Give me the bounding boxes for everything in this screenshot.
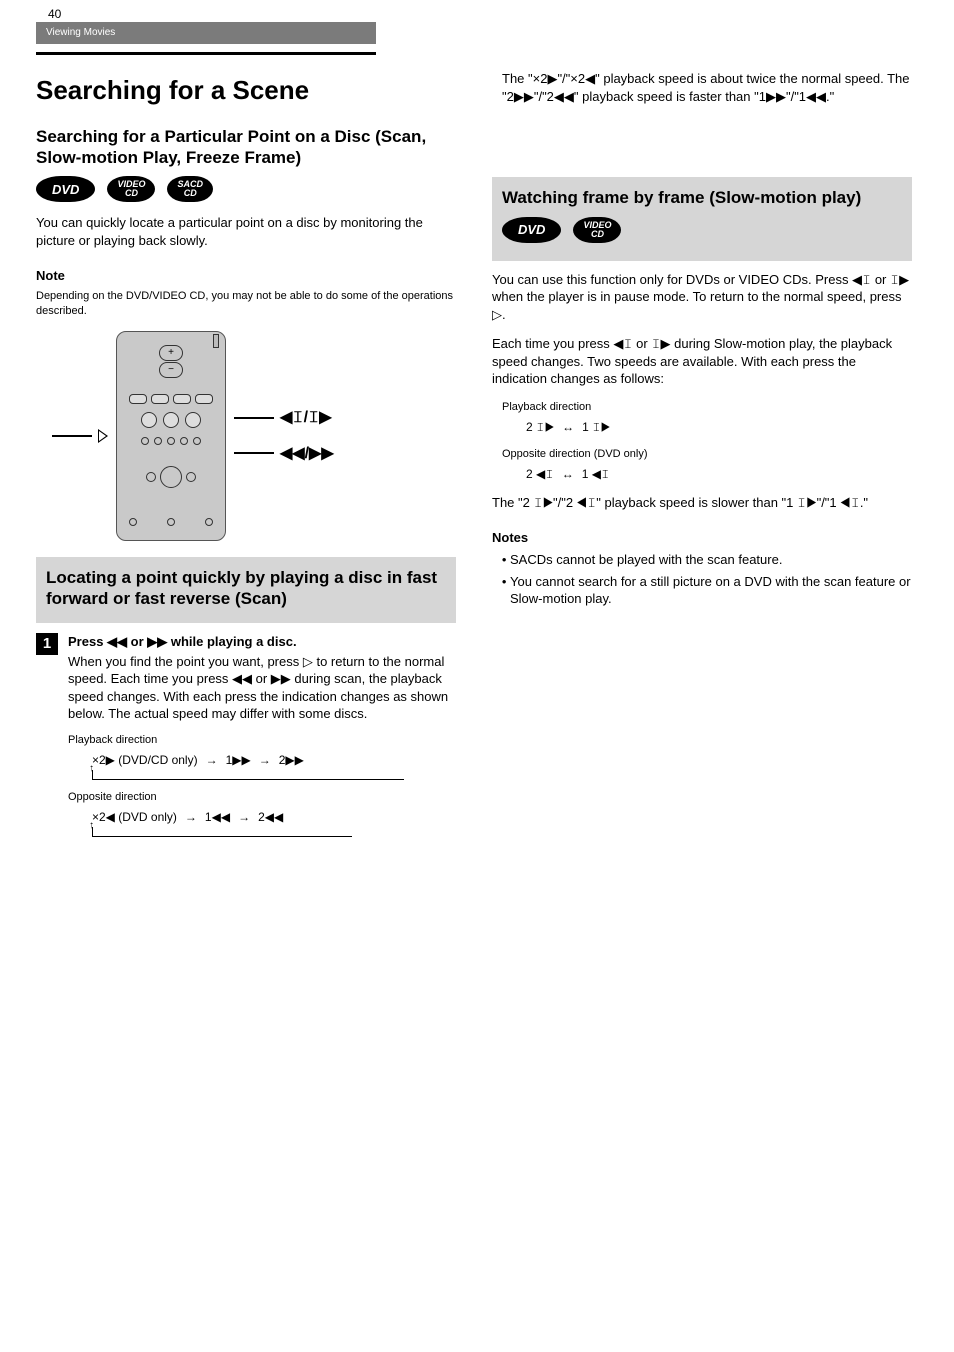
slow-rev-chain: 2 ◀𝙸 ↔ 1 ◀𝙸 <box>526 466 912 482</box>
rev-dir-label: Opposite direction <box>68 790 456 805</box>
scan-section: Locating a point quickly by playing a di… <box>36 557 456 624</box>
left-column: Viewing Movies Searching for a Scene Sea… <box>36 22 456 847</box>
subtitle: Searching for a Particular Point on a Di… <box>36 126 456 169</box>
intro-text: You can quickly locate a particular poin… <box>36 214 456 249</box>
chain-item: 2 ◀𝙸 <box>526 466 554 482</box>
chain-item: 1◀◀ <box>205 809 230 825</box>
disc-badges: DVD VIDEOCD SACDCD <box>36 176 456 202</box>
remote-figure: +− ◀𝙸/𝙸▶ ◀◀/▶▶ <box>52 331 456 541</box>
chain-item: 1 𝙸▶ <box>582 419 610 435</box>
scan-label: ◀◀/▶▶ <box>280 443 334 465</box>
scan-heading: Locating a point quickly by playing a di… <box>46 567 446 610</box>
slowmo-section: Watching frame by frame (Slow-motion pla… <box>492 177 912 260</box>
step-text: Press ◀◀ or ▶▶ while playing a disc. Whe… <box>68 633 456 723</box>
chain-item: ×2▶ (DVD/CD only) <box>92 752 198 768</box>
badge-dvd: DVD <box>36 176 95 202</box>
slow-rev-label: Opposite direction (DVD only) <box>502 447 912 462</box>
play-outline-icon <box>98 429 108 443</box>
step-label: ◀𝙸/𝙸▶ <box>280 407 332 429</box>
chain-item: 2 𝙸▶ <box>526 419 554 435</box>
right-column: The "×2▶"/"×2◀" playback speed is about … <box>492 22 912 847</box>
badge-videocd: VIDEOCD <box>573 217 621 243</box>
note-item: SACDs cannot be played with the scan fea… <box>510 551 912 569</box>
note-item: You cannot search for a still picture on… <box>510 573 912 608</box>
step-bold: Press ◀◀ or ▶▶ while playing a disc. <box>68 633 456 651</box>
note-text: Depending on the DVD/VIDEO CD, you may n… <box>36 289 456 319</box>
callout-scan: ◀◀/▶▶ <box>234 443 334 465</box>
notes-list: SACDs cannot be played with the scan fea… <box>510 551 912 608</box>
slowmo-badges: DVD VIDEOCD <box>502 217 902 243</box>
slow-speed-note: The "2 𝙸▶"/"2 ◀𝙸" playback speed is slow… <box>492 494 912 512</box>
slowmo-heading: Watching frame by frame (Slow-motion pla… <box>502 187 902 208</box>
speed-comparison: The "×2▶"/"×2◀" playback speed is about … <box>502 70 912 105</box>
chain-return-arrow <box>92 827 352 837</box>
step-body: When you find the point you want, press … <box>68 654 448 722</box>
chain-item: 1 ◀𝙸 <box>582 466 610 482</box>
remote-control-icon: +− <box>116 331 226 541</box>
chain-item: 2◀◀ <box>258 809 283 825</box>
badge-sacd: SACDCD <box>167 176 213 202</box>
badge-dvd: DVD <box>502 217 561 243</box>
chain-item: 1▶▶ <box>226 752 251 768</box>
badge-videocd: VIDEOCD <box>107 176 155 202</box>
slowmo-para1: You can use this function only for DVDs … <box>492 271 912 324</box>
callout-play <box>52 429 108 443</box>
fwd-chain: ×2▶ (DVD/CD only)→ 1▶▶→ 2▶▶ <box>92 752 456 768</box>
section-tab: Viewing Movies <box>36 22 376 44</box>
slowmo-para2: Each time you press ◀𝙸 or 𝙸▶ during Slow… <box>492 335 912 388</box>
notes-heading: Notes <box>492 529 912 547</box>
fwd-dir-label: Playback direction <box>68 733 456 748</box>
chain-item: 2▶▶ <box>279 752 304 768</box>
chain-return-arrow <box>92 770 404 780</box>
callout-step: ◀𝙸/𝙸▶ <box>234 407 334 429</box>
rev-chain: ×2◀ (DVD only)→ 1◀◀→ 2◀◀ <box>92 809 456 825</box>
step-number: 1 <box>36 633 58 655</box>
slow-fwd-label: Playback direction <box>502 400 912 415</box>
note-heading: Note <box>36 267 456 285</box>
slow-fwd-chain: 2 𝙸▶ ↔ 1 𝙸▶ <box>526 419 912 435</box>
tab-rule <box>36 52 376 55</box>
page-number: 40 <box>48 6 954 22</box>
page-title: Searching for a Scene <box>36 73 456 108</box>
chain-item: ×2◀ (DVD only) <box>92 809 177 825</box>
